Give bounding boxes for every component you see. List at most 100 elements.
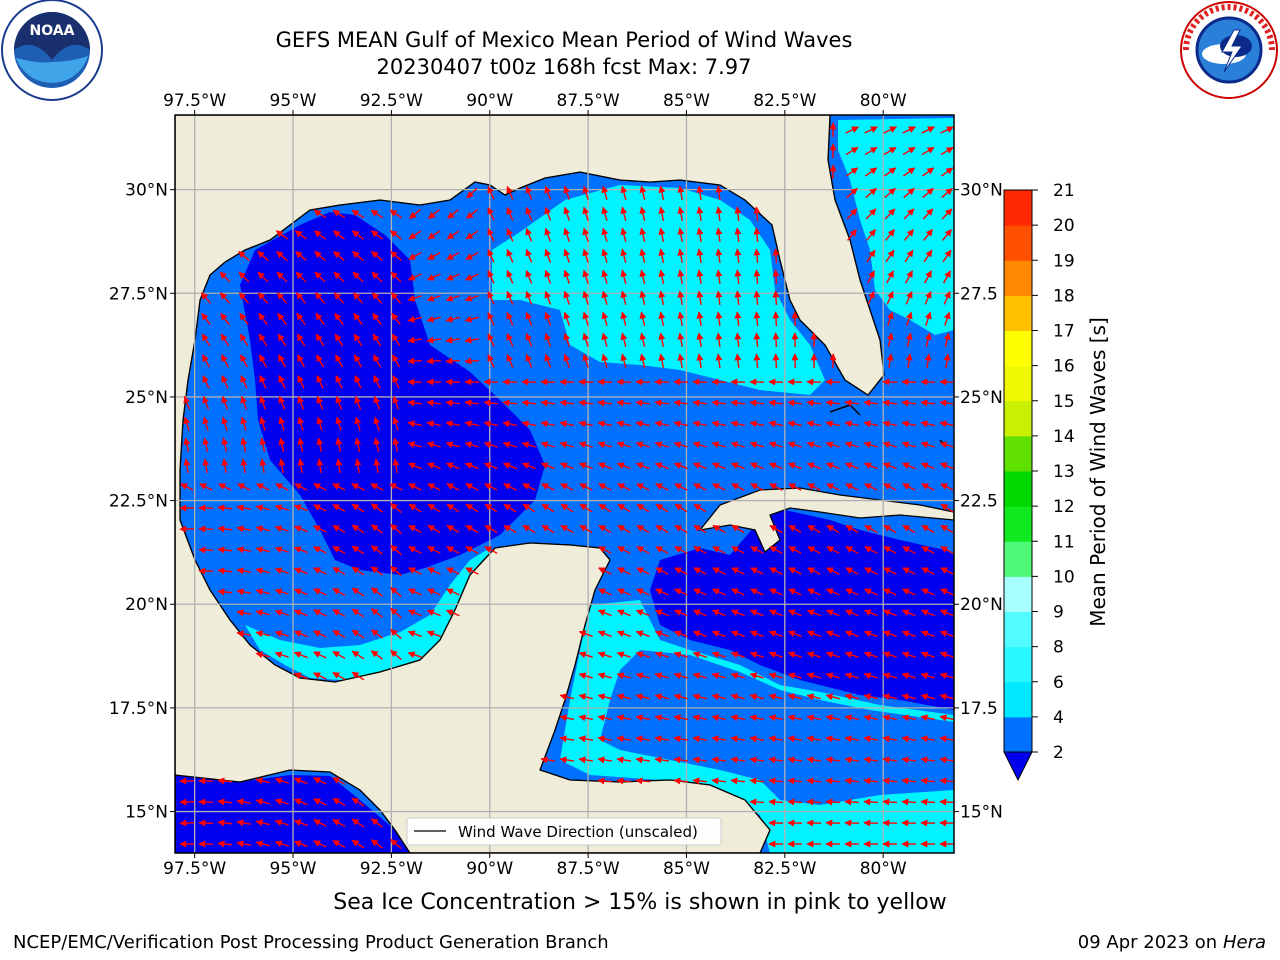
wind-arrow [692,630,707,638]
wind-arrow [658,269,666,284]
wind-arrow [237,483,251,491]
lon-label-bottom: 92.5°W [360,859,423,879]
wind-arrow [864,167,878,177]
wind-arrow [772,332,780,348]
wind-arrow [769,567,783,575]
wind-arrow [616,588,631,596]
wind-arrow [673,588,688,596]
wind-arrow [601,353,609,368]
wind-arrow [901,399,917,407]
wind-arrow [274,567,289,575]
wind-arrow [639,269,647,284]
wind-arrow [407,315,422,323]
wind-arrow [408,524,422,534]
wind-arrow [332,503,346,513]
wind-arrow [313,777,327,785]
wind-arrow [882,651,897,659]
wind-arrow [730,693,745,701]
wind-arrow [883,167,897,177]
wind-arrow [392,458,400,474]
wind-arrow [730,609,745,617]
wind-arrow [427,567,441,575]
wind-arrow [787,777,803,785]
wind-arrow [464,273,479,281]
wind-arrow [275,230,289,240]
wind-arrow [639,332,647,347]
wind-arrow [427,251,441,261]
wind-arrow [806,462,821,470]
wind-arrow [921,524,935,534]
wind-arrow [768,441,783,449]
wind-arrow [314,292,326,304]
colorbar-segment [1004,435,1032,472]
colorbar-under-extension [1003,751,1033,782]
wind-arrow [921,126,935,134]
wind-wave-direction-arrows [179,122,954,850]
wind-arrow [293,588,308,596]
wind-arrow [335,437,343,452]
wind-arrow [313,483,327,491]
wind-arrow [464,336,480,344]
wind-arrow [730,735,746,743]
wind-arrow [351,797,365,807]
wind-arrow [354,375,362,389]
wind-arrow [276,292,288,304]
wind-arrow [715,269,723,285]
wind-arrow [677,269,685,285]
wind-arrow [373,375,381,389]
wind-arrow [711,609,726,617]
wind-arrow [711,441,726,449]
wind-arrow [787,735,803,743]
wind-arrow [711,672,726,680]
wind-arrow [749,399,765,407]
wind-arrow [506,311,514,326]
wind-arrow [635,735,651,743]
wind-arrow [807,524,821,534]
wind-arrow [313,567,327,575]
wind-arrow [351,503,365,513]
longitude-labels-bottom: 97.5°W 95°W 92.5°W 90°W 87.5°W 85°W 82.5°W 80°W [163,853,907,879]
wind-arrow [202,395,210,410]
wind-arrow [635,651,650,659]
wind-arrow [351,650,365,660]
wind-arrow [883,546,897,554]
wind-arrow [521,399,537,407]
wind-arrow [901,630,916,638]
wind-arrow [825,693,840,701]
wind-arrow [259,458,267,474]
wind-arrow [673,399,689,407]
wind-arrow [293,630,308,638]
wind-arrow [787,399,803,407]
wind-arrow [239,312,249,326]
wind-arrow [863,399,879,407]
lon-label-top: 85°W [663,91,710,111]
wind-arrow [639,227,647,242]
wind-arrow [677,311,685,327]
wind-arrow [734,269,742,285]
wind-arrow [525,290,533,305]
wind-arrow [658,332,666,347]
wind-arrow [487,291,495,305]
wind-arrow [920,693,935,701]
wind-arrow [715,311,723,327]
wind-arrow [407,630,422,638]
noaa-logo-text: NOAA [30,23,75,39]
wind-arrow [427,524,441,534]
wind-arrow [806,630,821,638]
wind-arrow [332,209,346,219]
wind-arrow [408,546,422,554]
wind-arrow [240,354,248,368]
wind-arrow [335,395,343,410]
lon-label-bottom: 85°W [663,859,710,879]
wind-arrow [563,311,571,326]
map-title: GEFS MEAN Gulf of Mexico Mean Period of … [275,28,853,52]
wind-arrow [939,462,954,470]
wind-arrow [217,504,233,512]
wind-arrow [484,483,498,491]
colorbar-tick-label: 17 [1053,322,1075,342]
wind-arrow [218,483,232,491]
wind-arrow [905,290,913,305]
wind-arrow [601,332,609,347]
wind-arrow [658,353,666,368]
wind-arrow [712,524,726,534]
